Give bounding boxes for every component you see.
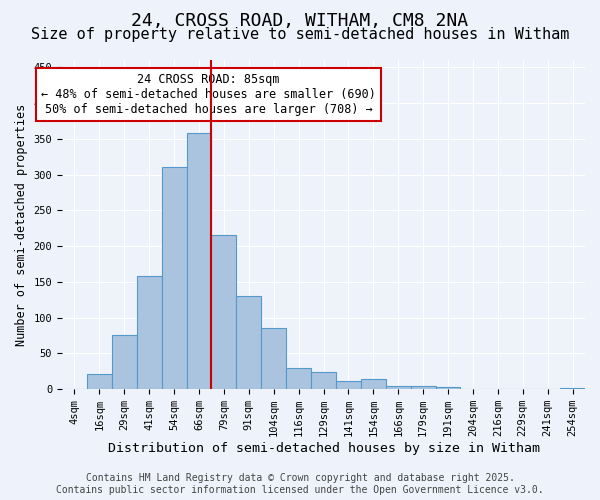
Text: 24 CROSS ROAD: 85sqm
← 48% of semi-detached houses are smaller (690)
50% of semi: 24 CROSS ROAD: 85sqm ← 48% of semi-detac… <box>41 73 376 116</box>
Bar <box>485 388 510 389</box>
Bar <box>87 374 112 389</box>
Bar <box>361 379 386 389</box>
Text: 24, CROSS ROAD, WITHAM, CM8 2NA: 24, CROSS ROAD, WITHAM, CM8 2NA <box>131 12 469 30</box>
Bar <box>187 133 211 389</box>
Bar <box>410 386 436 389</box>
Bar <box>560 388 585 389</box>
Bar <box>436 387 460 389</box>
Bar <box>211 234 236 389</box>
Text: Contains HM Land Registry data © Crown copyright and database right 2025.
Contai: Contains HM Land Registry data © Crown c… <box>56 474 544 495</box>
Bar <box>386 386 410 389</box>
Bar <box>112 335 137 389</box>
X-axis label: Distribution of semi-detached houses by size in Witham: Distribution of semi-detached houses by … <box>107 442 539 455</box>
Bar <box>137 276 161 389</box>
Bar <box>236 296 261 389</box>
Bar <box>286 368 311 389</box>
Bar <box>336 382 361 389</box>
Text: Size of property relative to semi-detached houses in Witham: Size of property relative to semi-detach… <box>31 28 569 42</box>
Bar <box>311 372 336 389</box>
Bar <box>261 328 286 389</box>
Bar <box>161 168 187 389</box>
Y-axis label: Number of semi-detached properties: Number of semi-detached properties <box>15 104 28 346</box>
